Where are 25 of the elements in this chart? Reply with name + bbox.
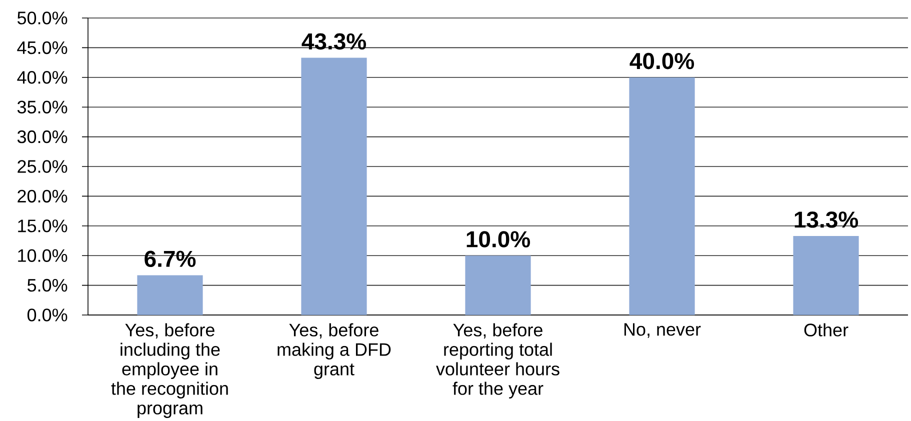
y-tick-label: 40.0% (17, 71, 68, 84)
y-tick-label: 30.0% (17, 130, 68, 144)
y-tick-label: 15.0% (18, 220, 68, 232)
x-tick-label: Yes, before including the employee in the recognition program (111, 323, 228, 418)
bar (465, 256, 531, 315)
y-tick-label: 0.0% (27, 308, 68, 322)
data-label: 13.3% (794, 211, 858, 228)
y-tick-label: 5.0% (27, 278, 68, 292)
y-tick-label: 45.0% (17, 41, 68, 54)
y-tick-label: 50.0% (17, 12, 68, 24)
data-label: 10.0% (466, 231, 530, 248)
x-tick-label: Other (804, 323, 848, 336)
data-label: 40.0% (630, 52, 694, 70)
bar (629, 77, 695, 315)
x-tick-label: Yes, before reporting total volunteer hours for the year (436, 323, 560, 398)
y-tick-label: 10.0% (18, 249, 68, 262)
y-tick-label: 25.0% (18, 160, 68, 173)
bar (137, 275, 203, 315)
x-tick-label: No, never (624, 323, 701, 338)
y-tick-label: 35.0% (17, 100, 68, 114)
bar (301, 58, 367, 315)
bar (793, 236, 859, 315)
y-tick-label: 20.0% (18, 190, 68, 203)
data-label: 43.3% (302, 33, 366, 50)
x-tick-label: Yes, before making a DFD grant (278, 323, 391, 379)
